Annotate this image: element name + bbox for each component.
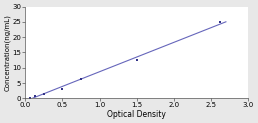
Point [135, 59, 139, 61]
Point [79, 78, 83, 80]
Point [218, 21, 222, 23]
X-axis label: Optical Density: Optical Density [107, 110, 166, 119]
Point [33, 95, 37, 97]
Point [42, 93, 46, 95]
Point [28, 97, 32, 99]
Point [60, 88, 64, 90]
Y-axis label: Concentration(ng/mL): Concentration(ng/mL) [4, 14, 11, 91]
